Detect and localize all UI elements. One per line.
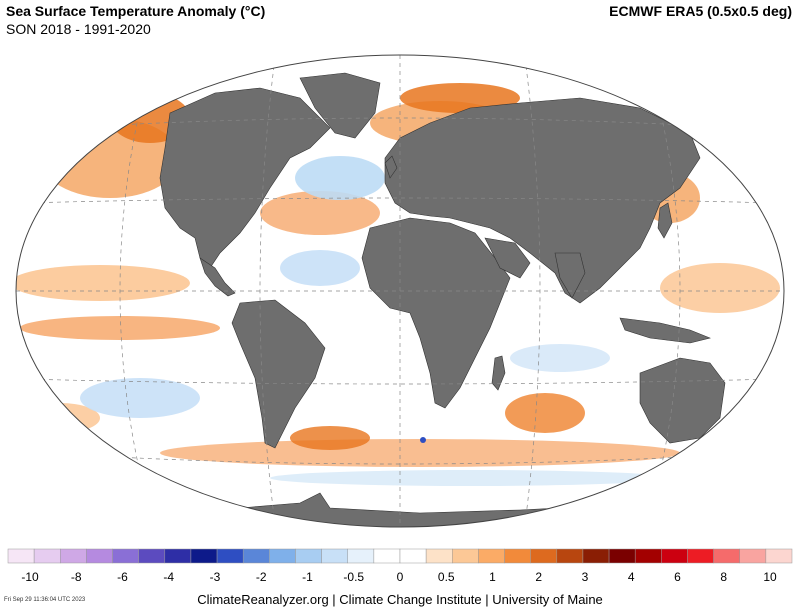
legend-swatch	[138, 548, 166, 564]
warm-anomaly-south-atlantic	[290, 426, 370, 450]
legend-swatch	[269, 548, 296, 564]
legend-swatch	[634, 548, 662, 564]
land-south-america	[231, 299, 326, 449]
cool-anomaly-south-pacific	[80, 378, 200, 418]
legend-swatch	[556, 548, 584, 564]
graticule-lat-30n	[24, 197, 776, 204]
legend-tick-label: -2	[256, 570, 267, 584]
legend-tick-label: 10	[763, 570, 777, 584]
legend-swatch	[7, 548, 35, 564]
legend-tick-label: 8	[720, 570, 727, 584]
cool-anomaly-southern-ocean	[270, 470, 670, 486]
legend-swatch	[347, 548, 375, 564]
legend-tick-label: -8	[71, 570, 82, 584]
legend-tick-label: 0.5	[438, 570, 455, 584]
graticule	[16, 55, 784, 527]
legend-swatch	[478, 548, 505, 564]
map-subtitle: SON 2018 - 1991-2020	[6, 21, 151, 37]
legend-tick-label: -0.5	[343, 570, 364, 584]
warm-anomaly-equatorial-pacific	[20, 316, 220, 340]
land-uk	[384, 155, 398, 179]
legend-swatch	[86, 548, 113, 564]
warm-anomaly-indian-ocean	[505, 393, 585, 433]
land-antarctica	[138, 492, 661, 527]
graticule-lat-60n	[59, 117, 741, 129]
warm-anomaly-southern-band	[160, 439, 680, 467]
render-timestamp: Fri Sep 29 11:36:04 UTC 2023	[4, 597, 86, 603]
legend-swatch	[216, 548, 244, 564]
land-new-zealand	[745, 435, 761, 471]
color-legend: -10 -8 -6 -4 -3 -2 -1 -0.5 0 0.5 1 2 3 4 6 8 10	[7, 548, 793, 584]
legend-swatches	[7, 548, 793, 564]
land-eurasia	[384, 97, 701, 304]
legend-swatch	[33, 548, 61, 564]
data-source-label: ECMWF ERA5 (0.5x0.5 deg)	[609, 3, 792, 19]
land-madagascar	[491, 355, 506, 391]
legend-swatch	[295, 548, 322, 564]
legend-swatch	[425, 548, 453, 564]
land-india	[554, 252, 586, 299]
legend-swatch	[164, 548, 192, 564]
legend-swatch	[321, 548, 348, 564]
legend-tick-label: -3	[210, 570, 221, 584]
land-indonesia	[619, 317, 711, 344]
legend-tick-label: 1	[489, 570, 496, 584]
warm-anomaly-north-atlantic	[260, 191, 380, 235]
legend-swatch	[112, 548, 139, 564]
legend-ticks: -10 -8 -6 -4 -3 -2 -1 -0.5 0 0.5 1 2 3 4 6 8 10	[21, 570, 777, 584]
map-title: Sea Surface Temperature Anomaly (°C)	[6, 3, 266, 19]
graticule-lon-minus-120	[119, 67, 151, 515]
cool-anomaly-tropical-atlantic	[280, 250, 360, 286]
cool-anomaly-indian-south	[510, 344, 610, 372]
footer-credit: ClimateReanalyzer.org | Climate Change I…	[197, 592, 603, 607]
land-masses	[138, 72, 761, 527]
graticule-lon-60	[524, 57, 541, 525]
legend-tick-label: 4	[628, 570, 635, 584]
legend-tick-label: -4	[163, 570, 174, 584]
legend-swatch	[190, 548, 218, 564]
legend-tick-label: 6	[674, 570, 681, 584]
legend-swatch	[373, 548, 401, 564]
graticule-lat-30s	[24, 378, 776, 385]
legend-swatch	[452, 548, 479, 564]
cool-anomaly-tasman	[710, 446, 770, 470]
legend-swatch	[242, 548, 270, 564]
legend-swatch	[530, 548, 558, 564]
graticule-lon-120	[649, 67, 681, 515]
legend-swatch	[765, 548, 793, 564]
graticule-lon-minus-60	[259, 57, 276, 525]
land-japan	[657, 202, 673, 239]
warm-anomaly-barents	[400, 83, 520, 113]
land-africa	[361, 217, 511, 409]
legend-swatch	[582, 548, 610, 564]
legend-swatch	[608, 548, 636, 564]
legend-tick-label: 3	[582, 570, 589, 584]
land-north-america	[159, 87, 331, 269]
land-arabia	[484, 237, 531, 279]
legend-swatch	[713, 548, 740, 564]
warm-anomaly-east-pacific	[16, 265, 190, 301]
legend-swatch	[687, 548, 714, 564]
legend-swatch	[739, 548, 767, 564]
world-map	[15, 54, 785, 528]
legend-tick-label: 2	[535, 570, 542, 584]
globe-outline	[15, 54, 785, 528]
legend-swatch	[661, 548, 688, 564]
legend-tick-label: -6	[117, 570, 128, 584]
legend-tick-label: -10	[21, 570, 39, 584]
land-greenland	[299, 72, 381, 139]
legend-swatch	[504, 548, 531, 564]
legend-swatch	[60, 548, 87, 564]
cool-anomaly-labrador	[295, 156, 385, 200]
graticule-lat-60s	[59, 453, 741, 465]
land-australia	[639, 357, 726, 444]
warm-anomaly-west-pacific	[660, 263, 780, 313]
cold-spot-south-atlantic	[420, 437, 426, 443]
legend-tick-label: -1	[302, 570, 313, 584]
land-central-america	[199, 257, 236, 297]
legend-swatch	[399, 548, 427, 564]
legend-tick-label: 0	[397, 570, 404, 584]
